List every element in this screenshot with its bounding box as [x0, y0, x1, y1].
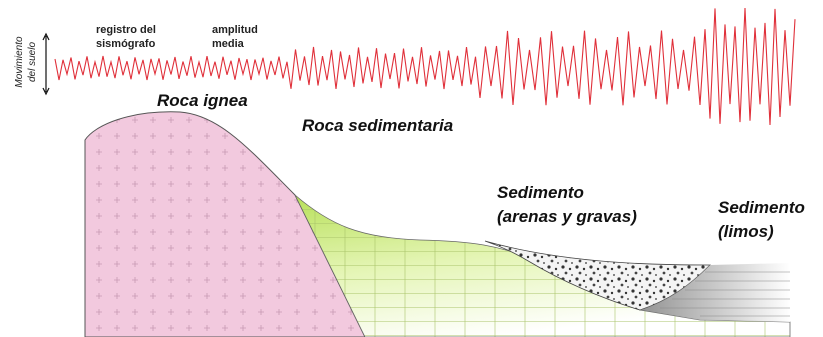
- axis-label: del suelo: [27, 42, 38, 82]
- label: Sedimento: [497, 183, 584, 202]
- label: media: [212, 38, 245, 50]
- axis-label: Movimiento: [14, 36, 25, 88]
- label: Roca ignea: [157, 91, 248, 110]
- diagram: Movimiento del suelo registro del sismóg…: [0, 0, 823, 337]
- label: amplitud: [212, 24, 258, 36]
- ground-motion-axis: Movimiento del suelo: [14, 34, 49, 94]
- label: (arenas y gravas): [497, 207, 637, 226]
- label: (limos): [718, 222, 774, 241]
- label: registro del: [96, 24, 156, 36]
- axis-arrow: [43, 34, 49, 94]
- label: Sedimento: [718, 198, 805, 217]
- label: sismógrafo: [96, 38, 156, 50]
- label: Roca sedimentaria: [302, 116, 453, 135]
